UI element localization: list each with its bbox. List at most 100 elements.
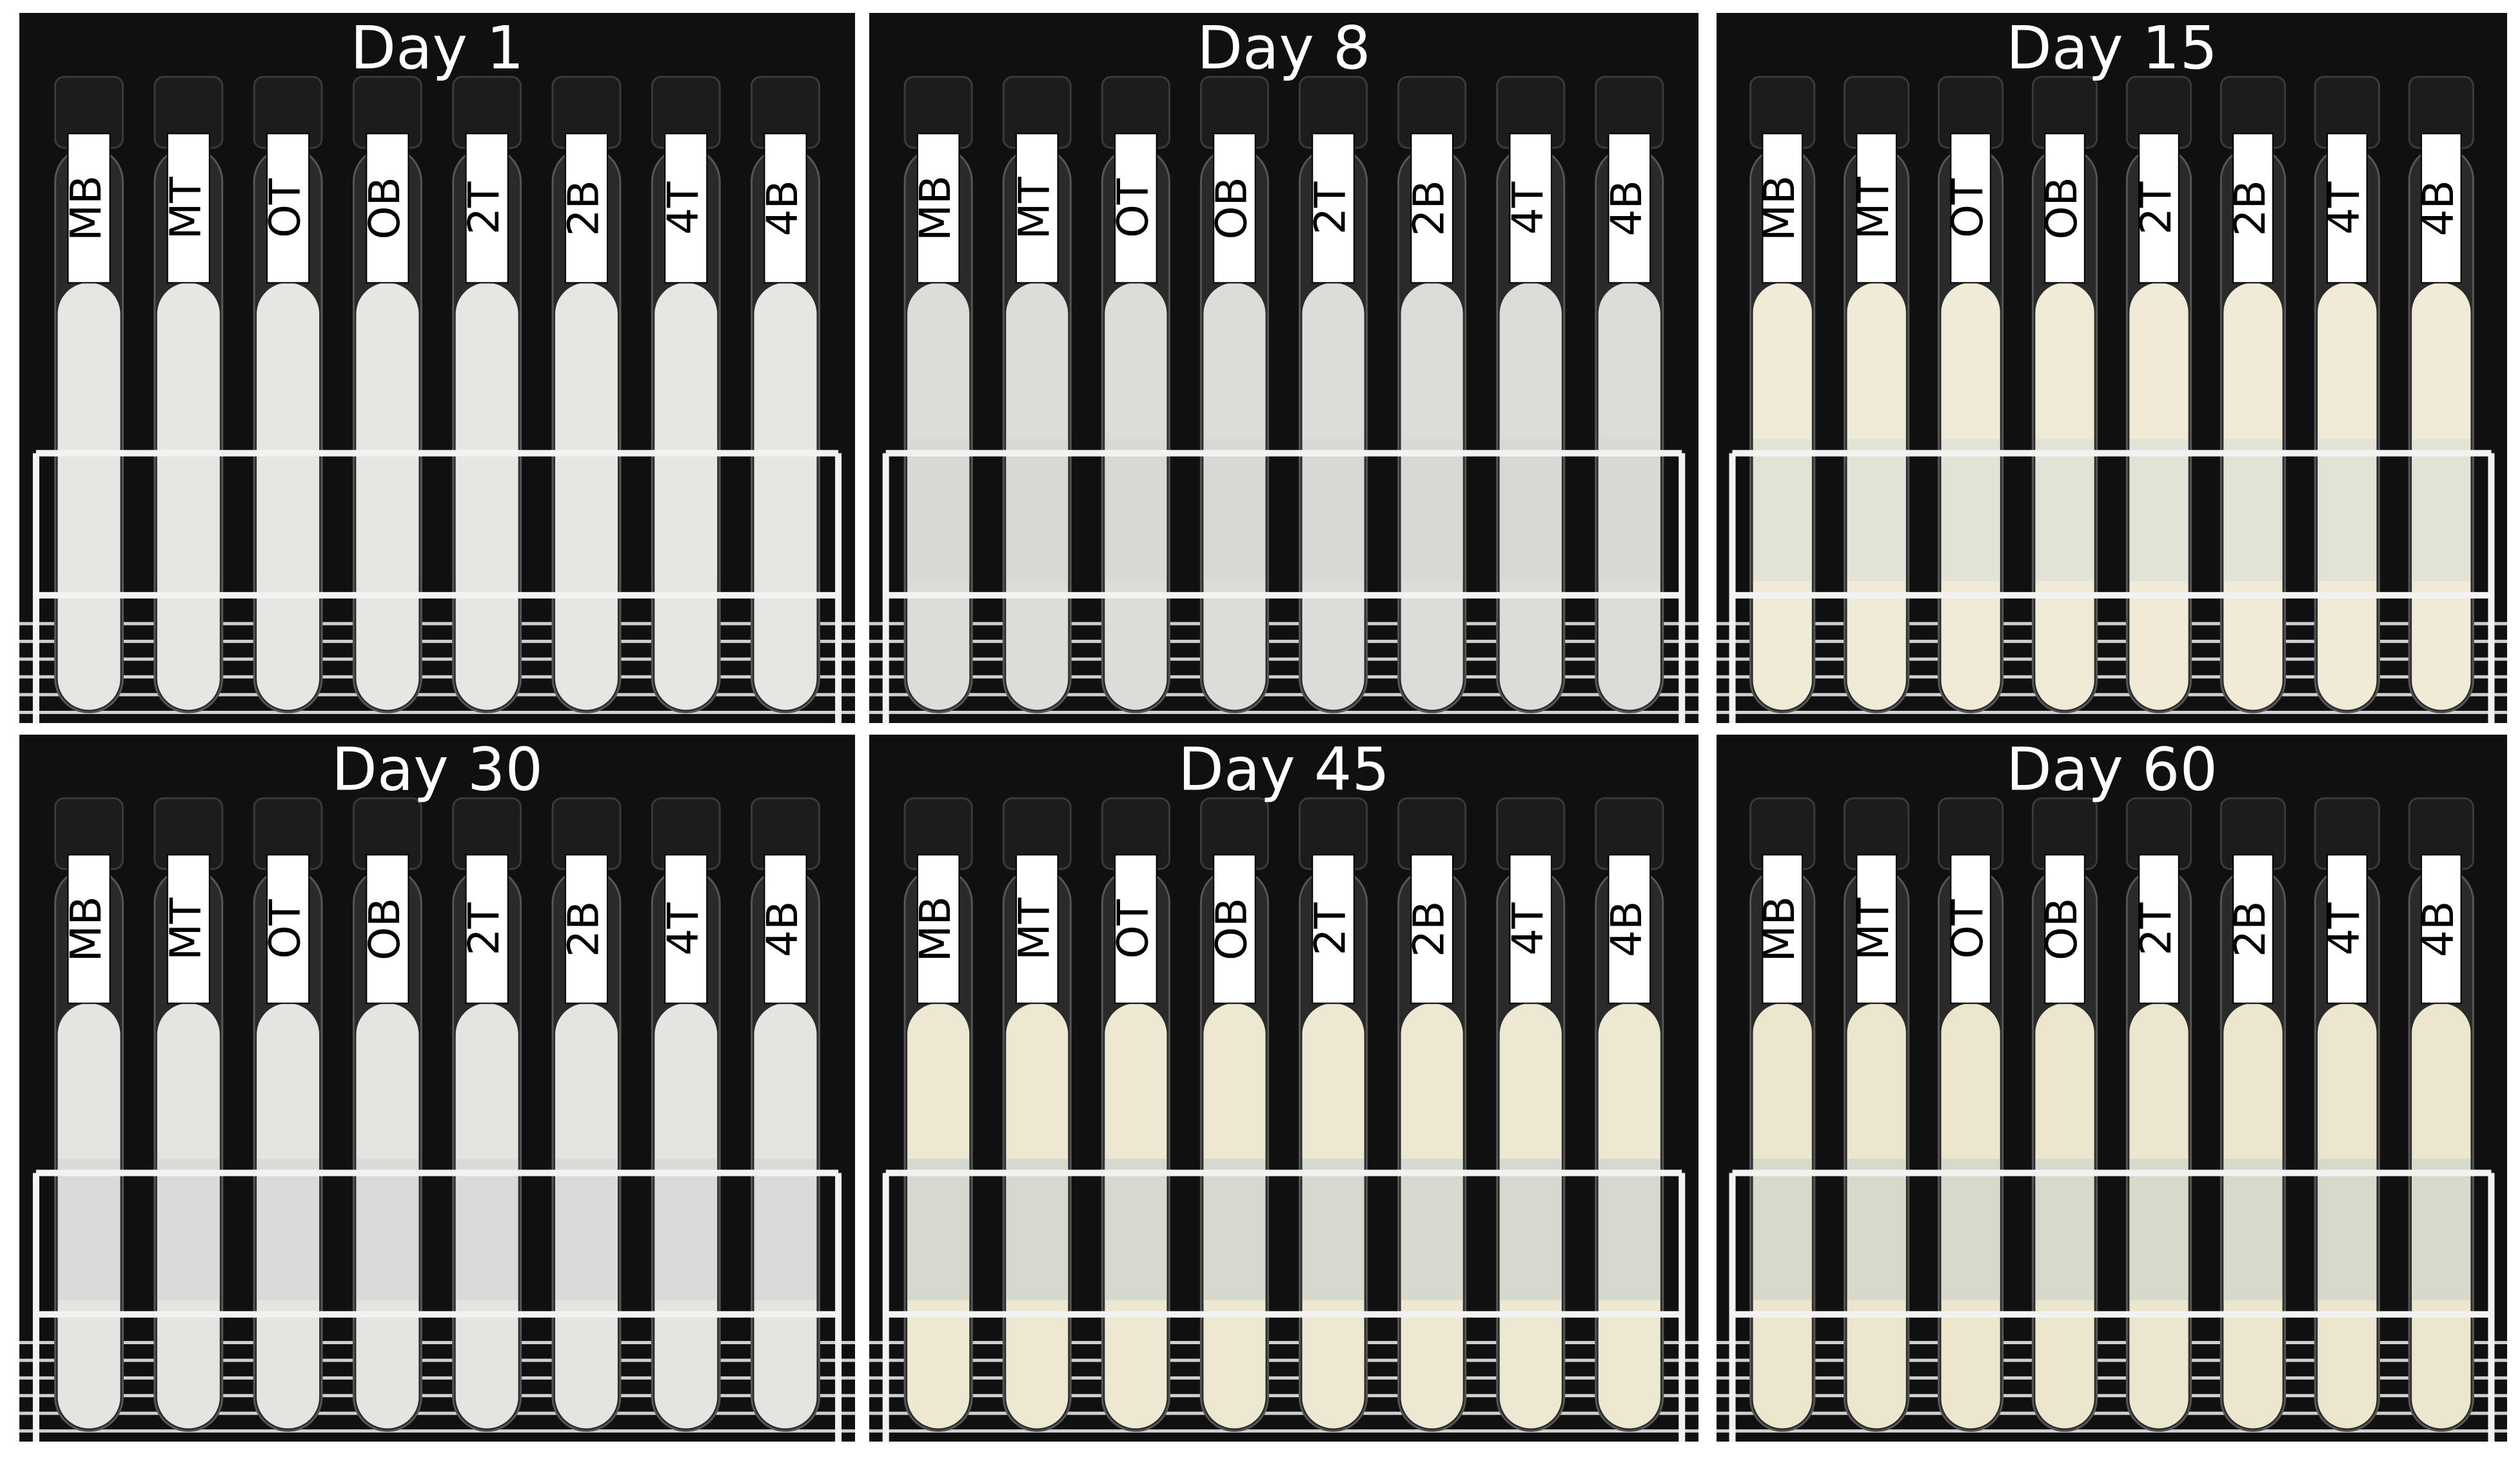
- tube-label: MB: [1755, 896, 1804, 962]
- tube-label-box: [564, 133, 608, 284]
- tube-label: OB: [360, 177, 409, 239]
- tube-label-box: [1950, 854, 1991, 1004]
- tube-label-box: [2232, 854, 2274, 1004]
- tube-label: 2T: [459, 181, 509, 235]
- tube-label-box: [1312, 854, 1355, 1004]
- tube-label-box: [1762, 854, 1803, 1004]
- tube-sediment: [1203, 439, 1266, 581]
- tube-label: 2T: [459, 902, 509, 956]
- tube-sediment: [655, 1158, 718, 1300]
- tube-label: 2B: [558, 180, 608, 236]
- tube-label-box: [1410, 854, 1453, 1004]
- tube-label-box: [166, 133, 210, 284]
- tube-label: 4B: [2414, 180, 2463, 236]
- tube-label-box: [2232, 133, 2274, 284]
- tube-label: OB: [2037, 177, 2087, 239]
- tube-sediment: [1302, 439, 1364, 581]
- tube-sediment: [455, 439, 518, 581]
- photo-panel: MB MT OT OB 2T 2B 4T 4B Day 45: [869, 735, 1698, 1442]
- panel-title: Day 45: [1178, 735, 1390, 804]
- tube-sediment: [157, 439, 220, 581]
- tube-label: 4B: [758, 901, 807, 957]
- tube-label: 4B: [758, 180, 807, 236]
- tube-label: OB: [1207, 898, 1257, 960]
- tube-sediment: [2129, 1158, 2189, 1300]
- tube-label: 2T: [2131, 181, 2181, 235]
- photo-background: [869, 735, 1698, 1442]
- tube-sediment: [1941, 439, 2000, 581]
- tube-label: 4B: [1602, 901, 1651, 957]
- tube-label-box: [1015, 854, 1059, 1004]
- tube-sediment: [1847, 1158, 1906, 1300]
- tube-label-box: [916, 133, 960, 284]
- tube-label: MT: [1849, 897, 1898, 960]
- tube-label: MB: [911, 896, 960, 962]
- tube-label-box: [67, 133, 111, 284]
- tube-label-box: [1312, 133, 1355, 284]
- tube-label: 4T: [658, 902, 708, 956]
- tube-label-box: [166, 854, 210, 1004]
- tube-label-box: [2421, 854, 2462, 1004]
- tube-sediment: [2318, 439, 2377, 581]
- tube-sediment: [754, 439, 817, 581]
- photo-background: [19, 735, 855, 1442]
- tube-label-box: [67, 854, 111, 1004]
- tube-label: 4T: [1503, 181, 1553, 235]
- photo-panel: MB MT OT OB 2T 2B 4T 4B Day 30: [19, 735, 855, 1442]
- tube-sediment: [2129, 439, 2189, 581]
- tube-label: OT: [261, 899, 310, 959]
- tube-label: OT: [1108, 178, 1157, 238]
- tube-label-box: [1856, 133, 1897, 284]
- tube-label: 2B: [2225, 180, 2275, 236]
- tube-label: MB: [1755, 175, 1804, 241]
- tube-label-box: [1608, 133, 1651, 284]
- photo-background: [869, 13, 1698, 723]
- tube-label-box: [564, 854, 608, 1004]
- photo-background: [19, 13, 855, 723]
- tube-label-box: [763, 854, 807, 1004]
- tube-label: 2B: [2225, 901, 2275, 957]
- tube-sediment: [2318, 1158, 2377, 1300]
- tube-label-box: [664, 854, 708, 1004]
- tube-label: 4T: [658, 181, 708, 235]
- tube-sediment: [2412, 439, 2471, 581]
- panel-title: Day 1: [350, 14, 524, 83]
- tube-label-box: [1213, 133, 1256, 284]
- tube-sediment: [356, 1158, 419, 1300]
- tube-sediment: [2035, 1158, 2094, 1300]
- tube-label: OB: [1207, 177, 1257, 239]
- tube-label-box: [1015, 133, 1059, 284]
- tube-label-box: [763, 133, 807, 284]
- tube-label-box: [266, 133, 310, 284]
- tube-label: 2B: [1404, 901, 1454, 957]
- tube-label-box: [1410, 133, 1453, 284]
- photo-background: [1717, 735, 2507, 1442]
- tube-label-box: [1762, 133, 1803, 284]
- photo-panel: MB MT OT OB 2T 2B 4T 4B Day 1: [19, 13, 855, 723]
- tube-sediment: [157, 1158, 220, 1300]
- tube-label: OB: [360, 898, 409, 960]
- tube-label: MT: [1009, 176, 1059, 239]
- tube-label-box: [2138, 133, 2180, 284]
- tube-sediment: [1105, 1158, 1167, 1300]
- tube-label-box: [465, 133, 509, 284]
- tube-label: 2T: [1306, 902, 1355, 956]
- tube-sediment: [907, 439, 970, 581]
- tube-label-box: [2421, 133, 2462, 284]
- tube-label-box: [664, 133, 708, 284]
- tube-label: OT: [261, 178, 310, 238]
- photo-panel: MB MT OT OB 2T 2B 4T 4B Day 8: [869, 13, 1698, 723]
- tube-label: OT: [1943, 899, 1993, 959]
- tube-sediment: [455, 1158, 518, 1300]
- tube-label: MT: [161, 897, 210, 960]
- tube-label: OT: [1108, 899, 1157, 959]
- photo-panel: MB MT OT OB 2T 2B 4T 4B Day 60: [1717, 735, 2507, 1442]
- tube-label-box: [2327, 133, 2368, 284]
- tube-sediment: [2035, 439, 2094, 581]
- tube-sediment: [1499, 1158, 1562, 1300]
- tube-label: 2T: [1306, 181, 1355, 235]
- tube-label-box: [2044, 133, 2085, 284]
- tube-sediment: [2223, 439, 2283, 581]
- tube-sediment: [907, 1158, 970, 1300]
